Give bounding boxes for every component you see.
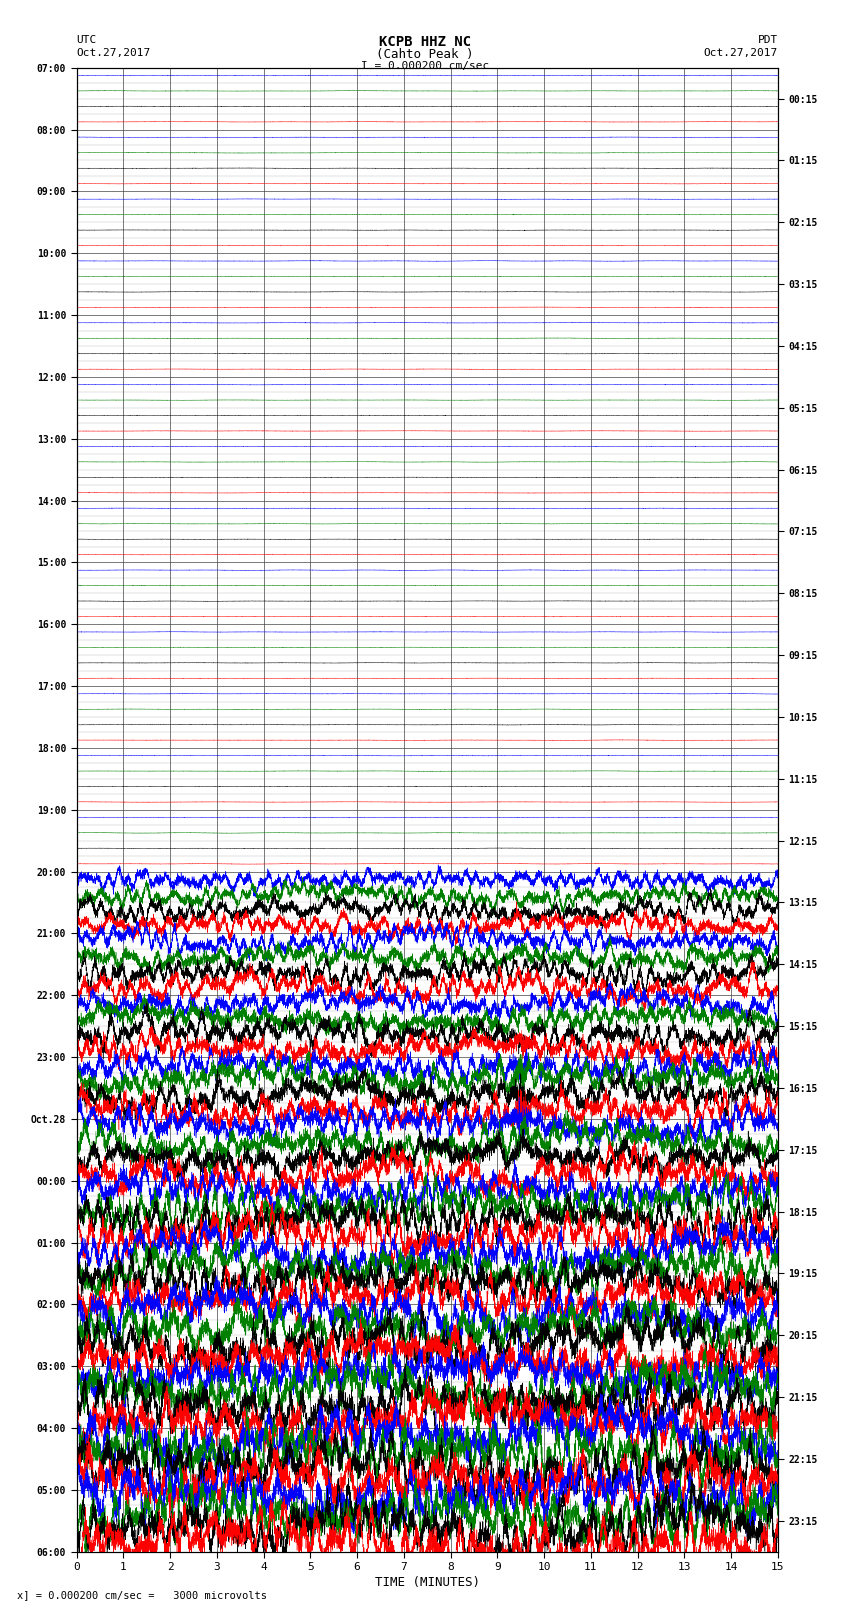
Text: UTC: UTC xyxy=(76,35,97,45)
Text: I = 0.000200 cm/sec: I = 0.000200 cm/sec xyxy=(361,61,489,71)
Text: PDT: PDT xyxy=(757,35,778,45)
Text: (Cahto Peak ): (Cahto Peak ) xyxy=(377,48,473,61)
Text: Oct.27,2017: Oct.27,2017 xyxy=(704,48,778,58)
Text: x] = 0.000200 cm/sec =   3000 microvolts: x] = 0.000200 cm/sec = 3000 microvolts xyxy=(17,1590,267,1600)
Text: Oct.27,2017: Oct.27,2017 xyxy=(76,48,150,58)
Text: KCPB HHZ NC: KCPB HHZ NC xyxy=(379,35,471,50)
X-axis label: TIME (MINUTES): TIME (MINUTES) xyxy=(375,1576,479,1589)
